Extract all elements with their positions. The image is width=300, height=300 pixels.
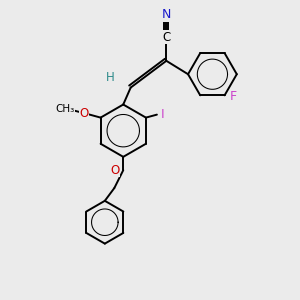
Text: N: N — [162, 8, 171, 21]
Text: O: O — [80, 106, 89, 120]
Text: O: O — [110, 164, 120, 177]
Text: C: C — [162, 31, 170, 44]
Text: I: I — [160, 108, 164, 121]
Text: F: F — [230, 90, 236, 103]
Text: H: H — [106, 71, 114, 84]
Text: CH₃: CH₃ — [55, 104, 75, 114]
